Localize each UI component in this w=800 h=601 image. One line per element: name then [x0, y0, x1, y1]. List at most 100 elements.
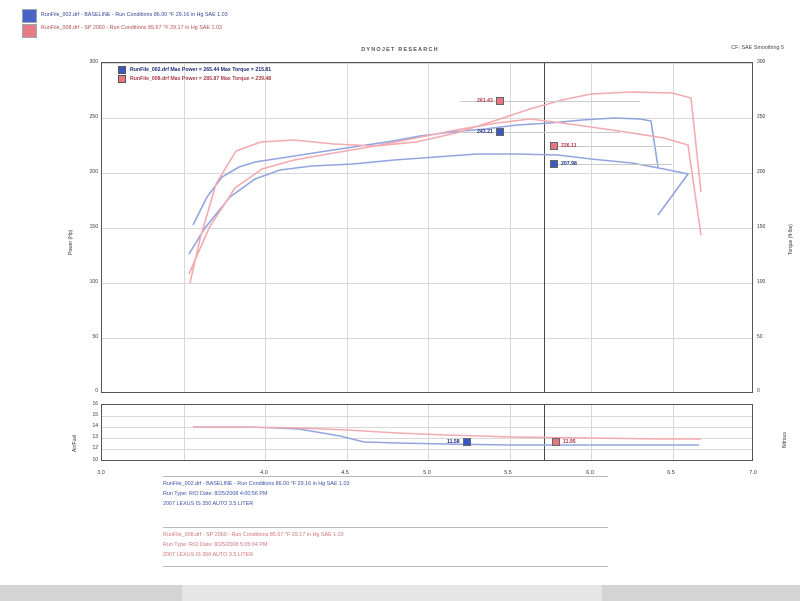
baseline-swatch: [22, 9, 37, 23]
run-info-sp2060-line-2: Run Type: R/O Date: 8/25/2008 5:05:04 PM: [163, 542, 268, 548]
afr-gridline-rpm-5000: [428, 405, 429, 460]
torque-axis-label: Torque (ft-lbs): [788, 224, 794, 255]
callout-afr-11-58: 11.58: [447, 438, 471, 446]
curve-sp2060-torque: [188, 118, 702, 275]
xtick-5-0: 5.0: [423, 470, 431, 476]
gridline-rpm-4500: [346, 63, 348, 392]
gridline-rpm-6000: [591, 63, 592, 392]
ytick-right-250: 250: [757, 114, 766, 120]
gridline-rpm-5000: [428, 63, 429, 392]
callout-226-11-value: 226.11: [561, 143, 577, 149]
afr-gridline-13: [102, 438, 752, 439]
gridline-100: [102, 283, 752, 284]
gridline-250: [102, 118, 752, 119]
callout-afr-11-58-marker-icon: [462, 438, 471, 446]
callout-261-43-marker-icon: [495, 97, 504, 105]
top-legend: RunFile_002.drf - BASELINE - Run Conditi…: [22, 9, 442, 35]
sp2060-swatch: [22, 24, 37, 38]
afr-gridline-rpm-5500: [509, 405, 511, 460]
run-info-sp2060: RunFile_008.drf - SP 2060 - Run Conditio…: [163, 530, 344, 560]
xtick-6-0: 6.0: [586, 470, 594, 476]
afr-gridline-14: [102, 427, 752, 428]
footer-bar-inner: [182, 585, 602, 601]
gridline-rpm-4000: [265, 63, 266, 392]
curve-baseline-power: [192, 117, 659, 226]
afr-gridline-rpm-6000: [591, 405, 592, 460]
ytick-left-250: 250: [89, 114, 98, 120]
run-info-baseline-line-3: 2007 LEXUS IS 350 AUTO 3.5 LITER: [163, 501, 254, 507]
run-color-swatches: [22, 9, 37, 38]
ytick-afr-10: 10: [92, 457, 98, 463]
callout-226-11-marker-icon: [550, 142, 558, 150]
callout-261-43-value: 261.43: [477, 98, 493, 104]
callout-243-21-marker-icon: [495, 128, 504, 136]
curve-baseline-afr: [193, 426, 699, 446]
ytick-afr-12: 12: [92, 445, 98, 451]
ytick-right-100: 100: [757, 279, 766, 285]
leader-line-226: [552, 146, 672, 147]
callout-afr-11-95-value: 11.95: [563, 439, 576, 445]
afr-gridline-rpm-4500: [346, 405, 348, 460]
gridline-150: [102, 228, 752, 229]
gridline-rpm-3500: [183, 63, 185, 392]
ytick-right-0: 0: [757, 388, 760, 394]
ytick-left-100: 100: [89, 279, 98, 285]
run-info-sp2060-line-3: 2007 LEXUS IS 350 AUTO 3.5 LITER: [163, 552, 254, 558]
callout-207-98: 207.98: [550, 160, 577, 168]
callout-243-21: 243.21: [477, 128, 504, 136]
top-legend-row-1: RunFile_002.drf - BASELINE - Run Conditi…: [22, 9, 442, 21]
callout-226-11: 226.11: [550, 142, 577, 150]
afr-gridline-15: [102, 416, 752, 417]
afr-gridline-rpm-6500: [672, 405, 674, 460]
xtick-5-5: 5.5: [504, 470, 512, 476]
callout-207-98-marker-icon: [550, 160, 558, 168]
afr-curve-canvas: [193, 426, 701, 446]
plot-legend-sp2060-text: RunFile_008.drf Max Power = 285.87 Max T…: [130, 76, 272, 82]
callout-afr-11-95: 11.95: [552, 438, 576, 446]
run-info-baseline: RunFile_002.drf - BASELINE - Run Conditi…: [163, 479, 349, 509]
xtick-6-5: 6.5: [667, 470, 675, 476]
xtick-3-0: 3.0: [97, 470, 105, 476]
run-info-sp2060-line-1: RunFile_008.drf - SP 2060 - Run Conditio…: [163, 532, 344, 538]
plot-legend-baseline-text: RunFile_002.drf Max Power = 265.44 Max T…: [130, 67, 272, 73]
callout-261-43: 261.43: [477, 97, 504, 105]
ytick-left-150: 150: [89, 224, 98, 230]
ytick-afr-14: 14: [92, 423, 98, 429]
leader-line-243: [460, 132, 620, 133]
correction-factor-note: CF: SAE Smoothing 5: [731, 45, 784, 51]
afr-gridline-12: [102, 449, 752, 450]
gridline-rpm-6500: [672, 63, 674, 392]
gridline-50: [102, 338, 752, 339]
callout-243-21-value: 243.21: [477, 129, 493, 135]
callout-afr-11-58-value: 11.58: [447, 439, 460, 445]
ytick-left-200: 200: [89, 169, 98, 175]
gridline-300: [102, 63, 752, 64]
run-info-baseline-line-1: RunFile_002.drf - BASELINE - Run Conditi…: [163, 481, 350, 487]
curve-sp2060-power: [189, 91, 702, 284]
power-axis-label: Power (Hp): [68, 229, 74, 255]
callout-207-98-value: 207.98: [561, 161, 577, 167]
ytick-left-300: 300: [89, 59, 98, 65]
air-fuel-plot[interactable]: 11.58 11.95: [101, 404, 753, 461]
footer-bar: [0, 585, 800, 601]
top-legend-text-sp2060: RunFile_008.drf - SP 2060 - Run Conditio…: [41, 25, 223, 31]
divider-middle: [163, 527, 608, 528]
power-torque-plot[interactable]: RunFile_002.drf Max Power = 265.44 Max T…: [101, 62, 753, 393]
curve-sp2060-afr: [193, 426, 701, 440]
ytick-afr-13: 13: [92, 434, 98, 440]
run-info-baseline-line-2: Run Type: R/O Date: 8/25/2008 4:00:56 PM: [163, 491, 268, 497]
cursor-line[interactable]: [544, 63, 545, 392]
divider-bottom: [163, 566, 608, 567]
afr-gridline-rpm-4000: [265, 405, 266, 460]
plot-legend-row-baseline: RunFile_002.drf Max Power = 265.44 Max T…: [118, 66, 271, 74]
legend-swatch-sp2060-icon: [118, 75, 126, 83]
gridline-rpm-5500: [509, 63, 511, 392]
curve-canvas: [188, 91, 702, 284]
plot-legend: RunFile_002.drf Max Power = 265.44 Max T…: [118, 66, 271, 83]
top-legend-text-baseline: RunFile_002.drf - BASELINE - Run Conditi…: [41, 12, 228, 18]
top-legend-row-2: RunFile_008.drf - SP 2060 - Run Conditio…: [22, 22, 442, 34]
gridline-200: [102, 173, 752, 174]
leader-line-261: [460, 101, 640, 102]
afr-cursor-line[interactable]: [544, 405, 545, 460]
